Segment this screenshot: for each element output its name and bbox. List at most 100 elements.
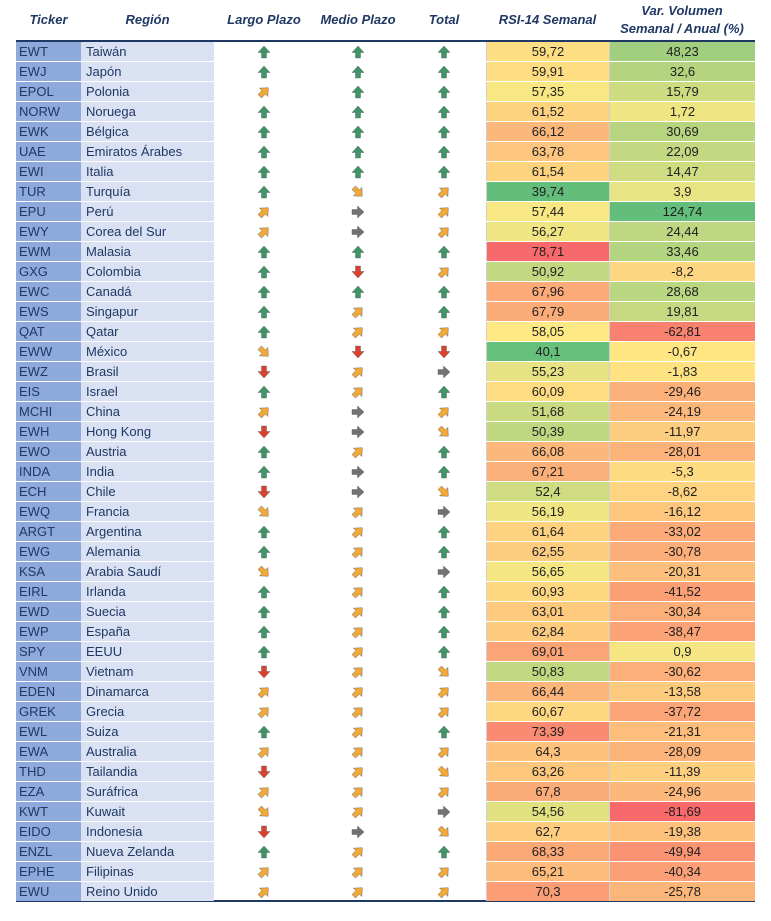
- arrow-up-icon: [257, 385, 271, 399]
- header-volume-line2: Semanal / Anual (%): [620, 21, 744, 36]
- cell-vol: 1,72: [609, 102, 755, 121]
- cell-rsi: 57,35: [486, 82, 609, 101]
- cell-ticker: EWQ: [16, 502, 81, 521]
- cell-mp-trend: [314, 362, 402, 381]
- cell-ticker: UAE: [16, 142, 81, 161]
- cell-ticker: EIDO: [16, 822, 81, 841]
- cell-ticker: EWO: [16, 442, 81, 461]
- cell-lp-trend: [214, 462, 314, 481]
- arrow-down-right-icon: [257, 565, 271, 579]
- cell-rsi: 40,1: [486, 342, 609, 361]
- cell-vol: -33,02: [609, 522, 755, 541]
- cell-ticker: EWH: [16, 422, 81, 441]
- cell-region: Indonesia: [81, 822, 214, 841]
- arrow-up-icon: [437, 145, 451, 159]
- cell-ticker: VNM: [16, 662, 81, 681]
- cell-ticker: GXG: [16, 262, 81, 281]
- cell-region: Grecia: [81, 702, 214, 721]
- table-row: EWY Corea del Sur 56,27 24,44: [16, 222, 755, 242]
- cell-total-trend: [402, 502, 486, 521]
- arrow-right-icon: [351, 465, 365, 479]
- arrow-up-icon: [257, 105, 271, 119]
- cell-lp-trend: [214, 302, 314, 321]
- arrow-down-right-icon: [437, 425, 451, 439]
- cell-ticker: GREK: [16, 702, 81, 721]
- cell-ticker: EWC: [16, 282, 81, 301]
- table-row: EWP España 62,84 -38,47: [16, 622, 755, 642]
- arrow-up-icon: [257, 45, 271, 59]
- arrow-down-right-icon: [437, 485, 451, 499]
- cell-region: Hong Kong: [81, 422, 214, 441]
- table-row: EZA Suráfrica 67,8 -24,96: [16, 782, 755, 802]
- arrow-up-right-icon: [351, 325, 365, 339]
- table-row: EIDO Indonesia 62,7 -19,38: [16, 822, 755, 842]
- cell-vol: -16,12: [609, 502, 755, 521]
- cell-vol: 30,69: [609, 122, 755, 141]
- cell-lp-trend: [214, 62, 314, 81]
- arrow-up-right-icon: [257, 405, 271, 419]
- arrow-up-icon: [257, 325, 271, 339]
- cell-lp-trend: [214, 202, 314, 221]
- arrow-right-icon: [351, 485, 365, 499]
- arrow-up-icon: [257, 645, 271, 659]
- cell-mp-trend: [314, 322, 402, 341]
- arrow-up-right-icon: [437, 705, 451, 719]
- cell-total-trend: [402, 862, 486, 881]
- cell-region: Reino Unido: [81, 882, 214, 901]
- cell-region: Tailandia: [81, 762, 214, 781]
- cell-mp-trend: [314, 882, 402, 901]
- table-row: EDEN Dinamarca 66,44 -13,58: [16, 682, 755, 702]
- cell-region: Austria: [81, 442, 214, 461]
- cell-mp-trend: [314, 202, 402, 221]
- table-row: KSA Arabia Saudí 56,65 -20,31: [16, 562, 755, 582]
- cell-vol: 124,74: [609, 202, 755, 221]
- cell-total-trend: [402, 642, 486, 661]
- arrow-up-icon: [351, 125, 365, 139]
- cell-ticker: QAT: [16, 322, 81, 341]
- cell-lp-trend: [214, 542, 314, 561]
- arrow-up-right-icon: [351, 845, 365, 859]
- cell-lp-trend: [214, 442, 314, 461]
- cell-ticker: EWU: [16, 882, 81, 901]
- cell-total-trend: [402, 582, 486, 601]
- table-row: ARGT Argentina 61,64 -33,02: [16, 522, 755, 542]
- cell-vol: -30,78: [609, 542, 755, 561]
- cell-ticker: EWG: [16, 542, 81, 561]
- cell-mp-trend: [314, 122, 402, 141]
- cell-lp-trend: [214, 602, 314, 621]
- cell-lp-trend: [214, 222, 314, 241]
- cell-total-trend: [402, 442, 486, 461]
- arrow-up-right-icon: [351, 505, 365, 519]
- arrow-up-right-icon: [437, 745, 451, 759]
- cell-ticker: EPU: [16, 202, 81, 221]
- arrow-up-icon: [351, 245, 365, 259]
- cell-ticker: INDA: [16, 462, 81, 481]
- cell-total-trend: [402, 782, 486, 801]
- table-row: EWZ Brasil 55,23 -1,83: [16, 362, 755, 382]
- arrow-down-icon: [257, 365, 271, 379]
- cell-rsi: 60,09: [486, 382, 609, 401]
- table-row: VNM Vietnam 50,83 -30,62: [16, 662, 755, 682]
- cell-total-trend: [402, 602, 486, 621]
- cell-mp-trend: [314, 862, 402, 881]
- cell-lp-trend: [214, 262, 314, 281]
- cell-lp-trend: [214, 182, 314, 201]
- arrow-up-icon: [257, 845, 271, 859]
- cell-lp-trend: [214, 642, 314, 661]
- table-row: THD Tailandia 63,26 -11,39: [16, 762, 755, 782]
- arrow-right-icon: [351, 405, 365, 419]
- arrow-up-icon: [257, 725, 271, 739]
- cell-lp-trend: [214, 702, 314, 721]
- arrow-up-icon: [437, 645, 451, 659]
- table-row: EPHE Filipinas 65,21 -40,34: [16, 862, 755, 882]
- cell-total-trend: [402, 102, 486, 121]
- cell-region: Nueva Zelanda: [81, 842, 214, 861]
- cell-total-trend: [402, 662, 486, 681]
- arrow-up-right-icon: [351, 765, 365, 779]
- cell-vol: 24,44: [609, 222, 755, 241]
- cell-mp-trend: [314, 762, 402, 781]
- arrow-up-icon: [351, 285, 365, 299]
- cell-rsi: 66,12: [486, 122, 609, 141]
- arrow-up-icon: [351, 85, 365, 99]
- table-row: ENZL Nueva Zelanda 68,33 -49,94: [16, 842, 755, 862]
